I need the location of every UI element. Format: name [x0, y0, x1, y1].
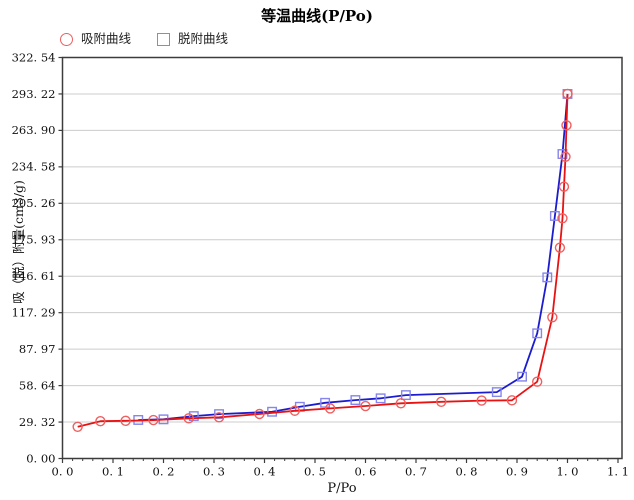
desorption-point: [350, 395, 361, 406]
adsorption-point: [560, 151, 571, 162]
adsorption-point: [554, 242, 566, 253]
adsorption-point: [324, 403, 336, 414]
y-tick-label: 117. 29: [12, 305, 56, 319]
desorption-point: [542, 272, 553, 283]
adsorption-point: [558, 181, 570, 192]
desorption-point: [400, 390, 411, 401]
x-tick-label: 0. 1: [102, 465, 124, 479]
adsorption-circle-icon: [60, 33, 73, 46]
y-tick-label: 234. 58: [12, 160, 56, 174]
desorption-point: [517, 371, 527, 382]
x-tick-label: 0. 4: [254, 465, 276, 479]
y-tick-label: 146. 61: [12, 269, 56, 283]
x-axis-label: P/Po: [327, 481, 357, 496]
adsorption-point: [476, 395, 487, 406]
y-tick-label: 87. 97: [19, 342, 56, 356]
adsorption-point: [436, 396, 447, 408]
adsorption-legend-label: 吸附曲线: [81, 31, 132, 47]
chart-title: 等温曲线(P/Po): [261, 7, 373, 25]
adsorption-point: [506, 395, 518, 406]
y-tick-label: 293. 22: [12, 87, 56, 101]
plot-border: [61, 56, 623, 460]
adsorption-point: [532, 376, 543, 387]
x-tick-label: 0. 8: [456, 465, 478, 479]
desorption-line: [138, 93, 569, 421]
desorption-point: [491, 387, 502, 398]
adsorption-point: [562, 88, 573, 100]
x-tick-label: 0. 7: [405, 465, 427, 479]
adsorption-line: [77, 93, 569, 428]
desorption-point: [532, 328, 543, 339]
adsorption-point: [72, 421, 83, 432]
legend: 吸附曲线 脱附曲线: [60, 33, 228, 46]
x-tick-label: 0. 2: [153, 465, 175, 479]
y-tick-label: 58. 64: [19, 378, 56, 392]
x-tick-label: 0. 3: [203, 465, 225, 479]
y-tick-label: 263. 90: [12, 123, 56, 137]
adsorption-point: [183, 413, 194, 424]
desorption-square-icon: [157, 33, 171, 46]
y-tick-label: 0. 00: [26, 451, 55, 465]
x-tick-label: 0. 6: [355, 465, 377, 479]
x-tick-label: 0. 5: [304, 465, 326, 479]
adsorption-point: [213, 412, 225, 423]
adsorption-point: [95, 416, 106, 427]
desorption-legend-label: 脱附曲线: [178, 31, 229, 47]
desorption-point: [214, 409, 225, 420]
legend-item-adsorption: 吸附曲线: [60, 33, 131, 46]
adsorption-point: [254, 408, 265, 420]
y-axis-label: 吸（脱）附量(cm3/g): [11, 180, 26, 304]
adsorption-point: [289, 405, 300, 416]
adsorption-point: [557, 213, 568, 224]
x-tick-label: 0. 0: [52, 465, 74, 479]
adsorption-point: [360, 400, 371, 412]
y-tick-label: 205. 26: [12, 196, 56, 210]
desorption-point: [375, 393, 386, 404]
desorption-point: [320, 397, 331, 408]
adsorption-point: [148, 414, 159, 426]
x-tick-label: 0. 9: [506, 465, 528, 479]
legend-item-desorption: 脱附曲线: [157, 33, 228, 46]
y-tick-label: 322. 54: [12, 50, 56, 64]
desorption-point: [557, 149, 568, 159]
adsorption-point: [561, 120, 572, 131]
y-tick-label: 175. 93: [12, 233, 56, 247]
adsorption-point: [547, 312, 558, 323]
adsorption-point: [395, 398, 407, 409]
x-tick-label: 1. 1: [607, 465, 629, 479]
y-tick-label: 29. 32: [19, 415, 56, 429]
adsorption-point: [120, 415, 131, 427]
desorption-point: [188, 411, 199, 422]
x-tick-label: 1. 0: [557, 465, 579, 479]
